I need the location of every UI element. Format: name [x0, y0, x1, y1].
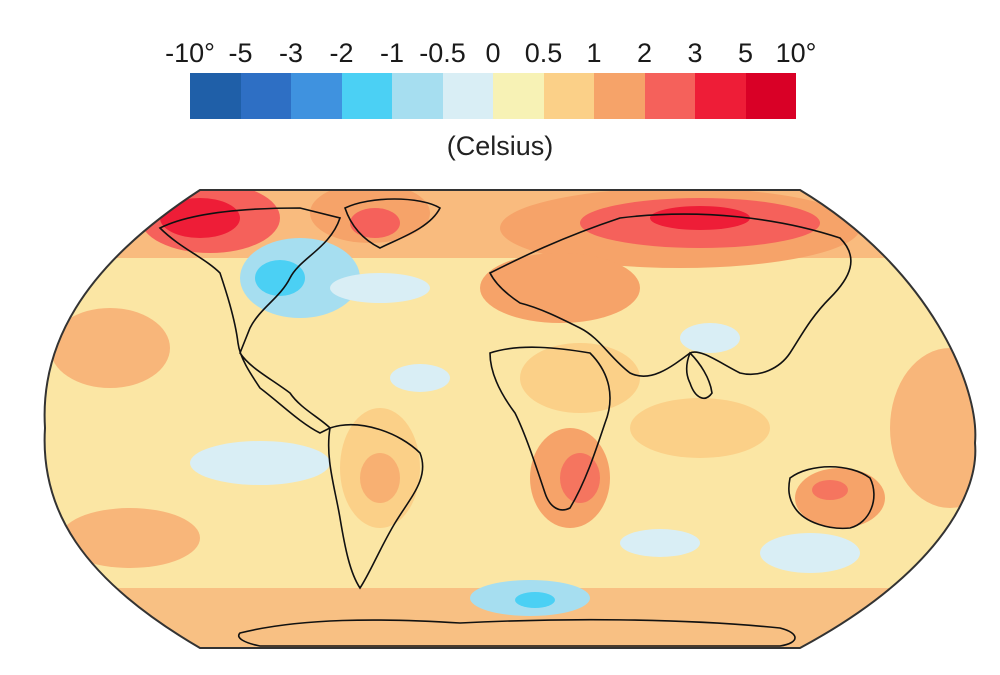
legend-color-segment [190, 73, 241, 119]
legend-color-segment [745, 73, 796, 119]
legend-tick-label: 0.5 [524, 38, 563, 68]
legend-color-segment [291, 73, 342, 119]
legend-tick-label: -2 [329, 38, 354, 68]
legend-tick-label: 5 [737, 38, 754, 68]
legend-color-bar [190, 73, 796, 119]
legend-color-segment [341, 73, 392, 119]
legend-tick-label: -3 [278, 38, 304, 68]
coastlines [158, 198, 875, 647]
legend-tick-label: 0 [485, 38, 501, 68]
legend-color-segment [493, 73, 544, 119]
world-temperature-anomaly-map [43, 189, 977, 649]
color-scale-legend: -10° -5 -3 -2 -1 -0.5 0 0.5 1 2 3 5 10° (Celsius) [0, 0, 1000, 170]
legend-tick-label: 2 [636, 38, 653, 68]
legend-tick-labels: -10° -5 -3 -2 -1 -0.5 0 0.5 1 2 3 5 10° [0, 38, 1000, 70]
legend-color-segment [240, 73, 291, 119]
legend-units-label: (Celsius) [446, 131, 554, 161]
legend-color-segment [594, 73, 645, 119]
legend-color-segment [392, 73, 443, 119]
legend-tick-label: -1 [379, 38, 405, 68]
legend-tick-label: -0.5 [419, 38, 466, 68]
legend-tick-label: 3 [687, 38, 703, 68]
legend-color-segment [543, 73, 594, 119]
legend-color-segment [442, 73, 493, 119]
legend-color-segment [644, 73, 695, 119]
legend-tick-label: -5 [228, 38, 253, 68]
map-projection-outline [43, 189, 977, 649]
legend-color-segment [695, 73, 746, 119]
legend-tick-label: 10° [775, 38, 817, 68]
legend-tick-label: 1 [586, 38, 602, 68]
legend-tick-label: -10° [165, 38, 215, 68]
